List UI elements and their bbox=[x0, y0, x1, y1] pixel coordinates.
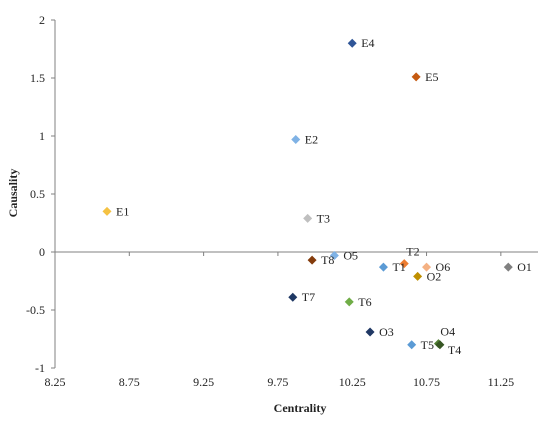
y-tick-label: 1 bbox=[39, 129, 45, 143]
x-axis-title: Centrality bbox=[274, 401, 327, 415]
point-t1 bbox=[378, 262, 388, 272]
point-e1 bbox=[102, 206, 112, 216]
y-tick-label: -0.5 bbox=[26, 303, 45, 317]
x-tick-label: 11.25 bbox=[488, 375, 515, 389]
x-tick-label: 8.75 bbox=[119, 375, 140, 389]
x-tick-label: 9.25 bbox=[193, 375, 214, 389]
point-label-t6: T6 bbox=[358, 295, 371, 309]
y-tick-label: 0.5 bbox=[30, 187, 45, 201]
point-label-o4: O4 bbox=[440, 325, 455, 339]
point-o5 bbox=[329, 250, 339, 260]
point-label-t5: T5 bbox=[421, 338, 434, 352]
point-label-t3: T3 bbox=[317, 211, 330, 225]
point-label-t8: T8 bbox=[321, 253, 334, 267]
point-label-e5: E5 bbox=[425, 70, 438, 84]
point-e2 bbox=[291, 134, 301, 144]
point-label-o6: O6 bbox=[436, 260, 451, 274]
y-tick-label: 0 bbox=[39, 245, 45, 259]
point-e5 bbox=[411, 72, 421, 82]
point-label-t4: T4 bbox=[448, 343, 461, 357]
point-t5 bbox=[407, 340, 417, 350]
point-label-o2: O2 bbox=[427, 269, 442, 283]
point-label-t7: T7 bbox=[302, 290, 315, 304]
point-label-t1: T1 bbox=[392, 260, 405, 274]
axes bbox=[51, 19, 538, 369]
point-t8 bbox=[307, 255, 317, 265]
y-tick-labels: 2 1.5 1 0.5 0 -0.5 -1 bbox=[26, 13, 45, 375]
point-o3 bbox=[365, 327, 375, 337]
point-label-o5: O5 bbox=[343, 248, 358, 262]
point-o6 bbox=[422, 262, 432, 272]
point-t6 bbox=[344, 297, 354, 307]
y-tick-label: 2 bbox=[39, 13, 45, 27]
y-axis-title: Causality bbox=[6, 169, 20, 218]
point-t7 bbox=[288, 292, 298, 302]
point-t3 bbox=[303, 213, 313, 223]
point-o2 bbox=[413, 271, 423, 281]
point-t2 bbox=[399, 259, 409, 269]
point-label-e2: E2 bbox=[305, 132, 318, 146]
x-tick-label: 8.25 bbox=[45, 375, 66, 389]
point-label-o1: O1 bbox=[517, 260, 532, 274]
point-o1 bbox=[503, 262, 513, 272]
x-tick-label: 10.25 bbox=[339, 375, 366, 389]
data-points bbox=[102, 38, 513, 350]
x-tick-label: 10.75 bbox=[413, 375, 440, 389]
point-label-e4: E4 bbox=[361, 36, 374, 50]
point-label-t2: T2 bbox=[406, 245, 419, 259]
x-tick-label: 9.75 bbox=[267, 375, 288, 389]
point-e4 bbox=[347, 38, 357, 48]
point-t4 bbox=[435, 340, 445, 350]
point-label-e1: E1 bbox=[116, 204, 129, 218]
y-tick-label: -1 bbox=[35, 361, 45, 375]
x-tick-labels: 8.25 8.75 9.25 9.75 10.25 10.75 11.25 bbox=[45, 375, 515, 389]
y-tick-label: 1.5 bbox=[30, 71, 45, 85]
point-label-o3: O3 bbox=[379, 325, 394, 339]
